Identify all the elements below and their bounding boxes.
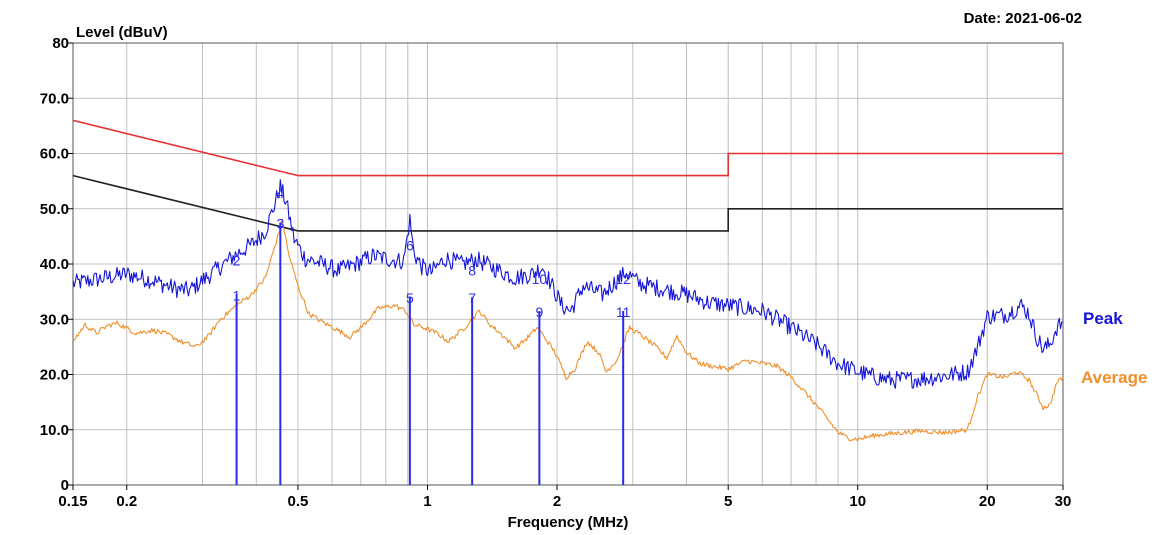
series-group <box>72 179 1064 442</box>
marker-label: 10 <box>532 271 548 287</box>
x-tick-label: 10 <box>849 493 866 510</box>
date-label: Date: 2021-06-02 <box>964 10 1082 27</box>
y-tick-label: 0 <box>61 477 69 494</box>
marker-label: 5 <box>406 290 414 306</box>
marker-label: 4 <box>276 185 284 201</box>
marker-label: 12 <box>615 271 631 287</box>
y-tick-labels: 0 10.0 20.0 30.0 40.0 50.0 60.0 70.0 80 <box>40 35 73 494</box>
x-tick-label: 5 <box>724 493 732 510</box>
marker-label: 3 <box>276 216 284 232</box>
limit-lines <box>72 119 1063 232</box>
average-series-line <box>72 218 1064 442</box>
marker-label: 11 <box>616 304 631 320</box>
grid <box>72 42 1064 486</box>
y-tick-label: 40.0 <box>40 256 69 273</box>
marker-label: 1 <box>233 287 241 303</box>
x-tick-label: 20 <box>979 493 996 510</box>
peak-series-line <box>72 179 1063 389</box>
y-axis-label: Level (dBuV) <box>76 24 168 41</box>
marker-label: 9 <box>535 304 543 320</box>
y-tick-label: 80 <box>52 35 69 52</box>
y-tick-label: 20.0 <box>40 367 69 384</box>
y-tick-label: 30.0 <box>40 311 69 328</box>
y-tick-label: 50.0 <box>40 201 69 218</box>
y-tick-label: 60.0 <box>40 146 69 163</box>
qp-limit-line <box>72 119 1063 177</box>
y-tick-label: 10.0 <box>40 422 69 439</box>
x-tick-labels: 0.15 0.2 0.5 1 2 5 10 20 30 <box>58 485 1071 510</box>
x-tick-label: 0.2 <box>116 493 137 510</box>
legend-average: Average <box>1081 368 1147 387</box>
marker-label: 6 <box>406 238 414 254</box>
marker-label: 8 <box>468 263 476 279</box>
x-tick-label: 2 <box>553 493 561 510</box>
x-tick-label: 1 <box>423 493 431 510</box>
x-tick-label: 0.15 <box>58 493 87 510</box>
legend: Peak Average <box>1081 309 1147 387</box>
x-axis-label: Frequency (MHz) <box>508 514 629 531</box>
marker-label: 7 <box>468 290 476 306</box>
y-tick-label: 70.0 <box>40 90 69 107</box>
x-tick-label: 30 <box>1055 493 1072 510</box>
legend-peak: Peak <box>1083 309 1123 328</box>
marker-label: 2 <box>233 253 241 269</box>
x-tick-label: 0.5 <box>288 493 309 510</box>
avg-limit-line <box>72 174 1063 232</box>
